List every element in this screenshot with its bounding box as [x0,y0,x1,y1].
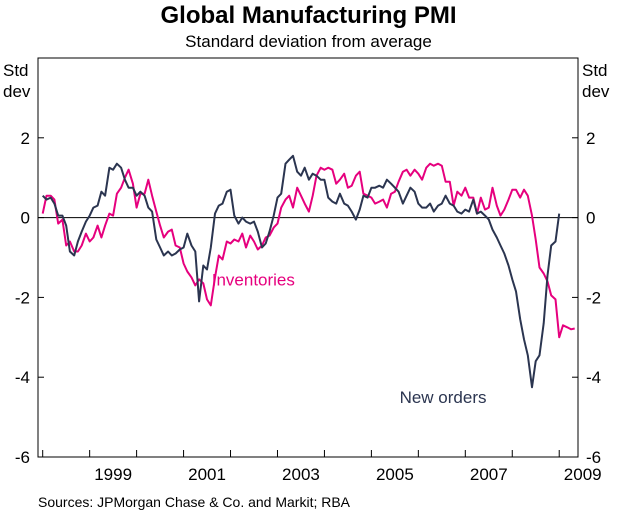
y-axis-label-left-line1: Std [3,61,29,80]
y-tick-label-right: 2 [586,129,595,148]
x-tick-label: 2001 [188,465,226,484]
x-tick-label: 2005 [376,465,414,484]
chart-subtitle: Standard deviation from average [185,32,432,51]
y-axis-label-left-line2: dev [3,82,31,101]
y-axis-label-right-line1: Std [582,61,608,80]
y-axis-label-right: Std dev [582,60,609,102]
y-tick-label-right: -4 [586,368,601,387]
annotation-new-orders: New orders [400,388,487,407]
annotation-inventories: Inventories [212,270,295,289]
y-tick-label-left: -4 [15,368,30,387]
x-tick-label: 2007 [470,465,508,484]
y-tick-label-right: -6 [586,448,601,467]
y-tick-label-right: -2 [586,288,601,307]
source-note: Sources: JPMorgan Chase & Co. and Markit… [38,494,351,510]
series-line-new-orders [41,154,561,389]
y-tick-label-left: 0 [21,209,30,228]
y-axis-label-left: Std dev [3,60,30,102]
x-tick-label: 1999 [94,465,132,484]
y-tick-label-left: 2 [21,129,30,148]
chart-title: Global Manufacturing PMI [160,2,457,29]
x-tick-label: 2003 [282,465,320,484]
y-axis-label-right-line2: dev [582,82,610,101]
y-tick-label-right: 0 [586,209,595,228]
x-tick-label: 2009 [564,465,602,484]
plot-frame [37,57,579,458]
y-tick-label-left: -6 [15,448,30,467]
series-line-inventories [41,162,575,339]
y-tick-label-left: -2 [15,288,30,307]
